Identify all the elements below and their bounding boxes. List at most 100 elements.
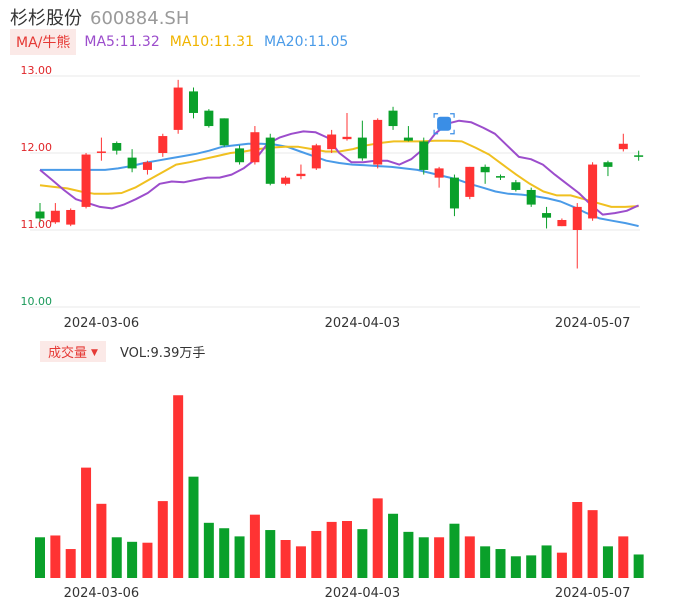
- y-tick-label: 10.00: [21, 295, 53, 308]
- volume-bar: [234, 536, 245, 578]
- ma10-value: MA10:11.31: [169, 34, 255, 50]
- volume-bar: [35, 537, 45, 578]
- candle-body: [526, 189, 536, 205]
- candle-body: [449, 177, 459, 209]
- volume-bar: [65, 549, 76, 578]
- ma5-line: [39, 119, 640, 216]
- candle-body: [342, 136, 352, 140]
- volume-bar: [587, 510, 598, 578]
- candle-body: [434, 168, 444, 178]
- volume-x-tick-label: 2024-03-06: [64, 586, 140, 601]
- y-tick-label: 13.00: [21, 64, 53, 77]
- candle-body: [35, 211, 45, 219]
- x-tick-label: 2024-03-06: [64, 316, 140, 331]
- candle-body: [634, 155, 644, 157]
- volume-x-tick-label: 2024-04-03: [325, 586, 401, 601]
- volume-bar: [418, 537, 429, 578]
- volume-bar: [142, 542, 153, 578]
- volume-bar: [556, 552, 567, 578]
- volume-bar: [572, 502, 583, 578]
- candle-body: [158, 136, 168, 153]
- volume-bar: [480, 546, 491, 578]
- candle-body: [603, 162, 613, 167]
- ma10-line: [39, 139, 639, 208]
- ma20-line: [40, 142, 639, 228]
- candle-body: [265, 137, 275, 184]
- stock-code: 600884.SH: [90, 8, 190, 29]
- volume-bar: [403, 531, 414, 578]
- ma-legend: MA/牛熊 MA5:11.32 MA10:11.31 MA20:11.05: [10, 29, 348, 55]
- volume-bar: [157, 501, 168, 578]
- candle-body: [127, 157, 137, 169]
- y-tick-label: 11.00: [21, 218, 53, 231]
- volume-bar: [633, 554, 644, 578]
- volume-value: VOL:9.39万手: [119, 345, 206, 361]
- candle-body: [311, 145, 321, 169]
- x-tick-label: 2024-04-03: [325, 316, 401, 331]
- candle-body: [419, 141, 429, 170]
- volume-bar: [388, 513, 399, 578]
- volume-bar: [326, 521, 337, 578]
- volume-bar: [173, 395, 184, 578]
- candle-body: [250, 132, 260, 163]
- candle-body: [50, 210, 60, 223]
- candle-body: [572, 206, 582, 230]
- stock-title: 杉杉股份 600884.SH: [10, 4, 189, 30]
- candle-body: [388, 110, 398, 127]
- volume-bar: [50, 535, 61, 578]
- candle-body: [204, 110, 214, 127]
- volume-bar: [434, 537, 445, 578]
- candle-body: [496, 176, 505, 178]
- volume-legend: 成交量 ▼ VOL:9.39万手: [40, 340, 206, 362]
- volume-bar: [495, 549, 506, 578]
- volume-bar: [618, 536, 629, 578]
- volume-bar: [188, 476, 199, 578]
- candle-body: [235, 148, 245, 163]
- candle-body: [480, 166, 490, 173]
- candle-body: [618, 143, 628, 150]
- volume-bar: [219, 528, 230, 578]
- volume-bar: [449, 523, 460, 578]
- candle-body: [511, 182, 521, 190]
- volume-bar: [249, 514, 260, 578]
- candle-body: [588, 164, 598, 219]
- candle-body: [189, 91, 198, 113]
- volume-bar: [526, 555, 537, 578]
- candle-body: [281, 177, 291, 184]
- volume-bar: [127, 541, 138, 578]
- volume-bar: [342, 521, 352, 578]
- volume-bar: [510, 556, 521, 578]
- candle-body: [403, 137, 413, 141]
- volume-bar: [265, 530, 276, 578]
- annotation-marker-icon: [437, 116, 452, 131]
- volume-indicator-selector[interactable]: 成交量 ▼: [40, 340, 106, 362]
- candle-body: [357, 137, 367, 159]
- volume-bar: [541, 545, 552, 578]
- candle-body: [81, 154, 91, 207]
- stock-name: 杉杉股份: [10, 8, 82, 29]
- candle-body: [296, 173, 306, 177]
- candle-body: [542, 213, 552, 218]
- candle-body: [112, 142, 122, 151]
- candle-body: [327, 134, 337, 150]
- candle-body: [465, 166, 475, 197]
- candle-body: [219, 118, 229, 146]
- annotation-marker-frame: [433, 113, 455, 135]
- caret-down-icon: ▼: [91, 347, 98, 358]
- volume-bar: [280, 540, 291, 578]
- ma20-value: MA20:11.05: [264, 34, 349, 50]
- candle-body: [557, 219, 567, 227]
- volume-indicator-label: 成交量: [48, 345, 88, 361]
- volume-bar: [311, 530, 322, 578]
- ma-indicator-selector[interactable]: MA/牛熊: [10, 29, 77, 55]
- volume-bar: [295, 546, 306, 578]
- candle-body: [96, 151, 106, 153]
- candle-body: [373, 119, 383, 165]
- y-tick-label: 12.00: [21, 141, 53, 154]
- volume-bar: [203, 522, 214, 578]
- candle-body: [66, 209, 76, 225]
- volume-bar: [96, 503, 107, 578]
- volume-bar: [602, 546, 613, 578]
- volume-x-tick-label: 2024-05-07: [555, 586, 631, 601]
